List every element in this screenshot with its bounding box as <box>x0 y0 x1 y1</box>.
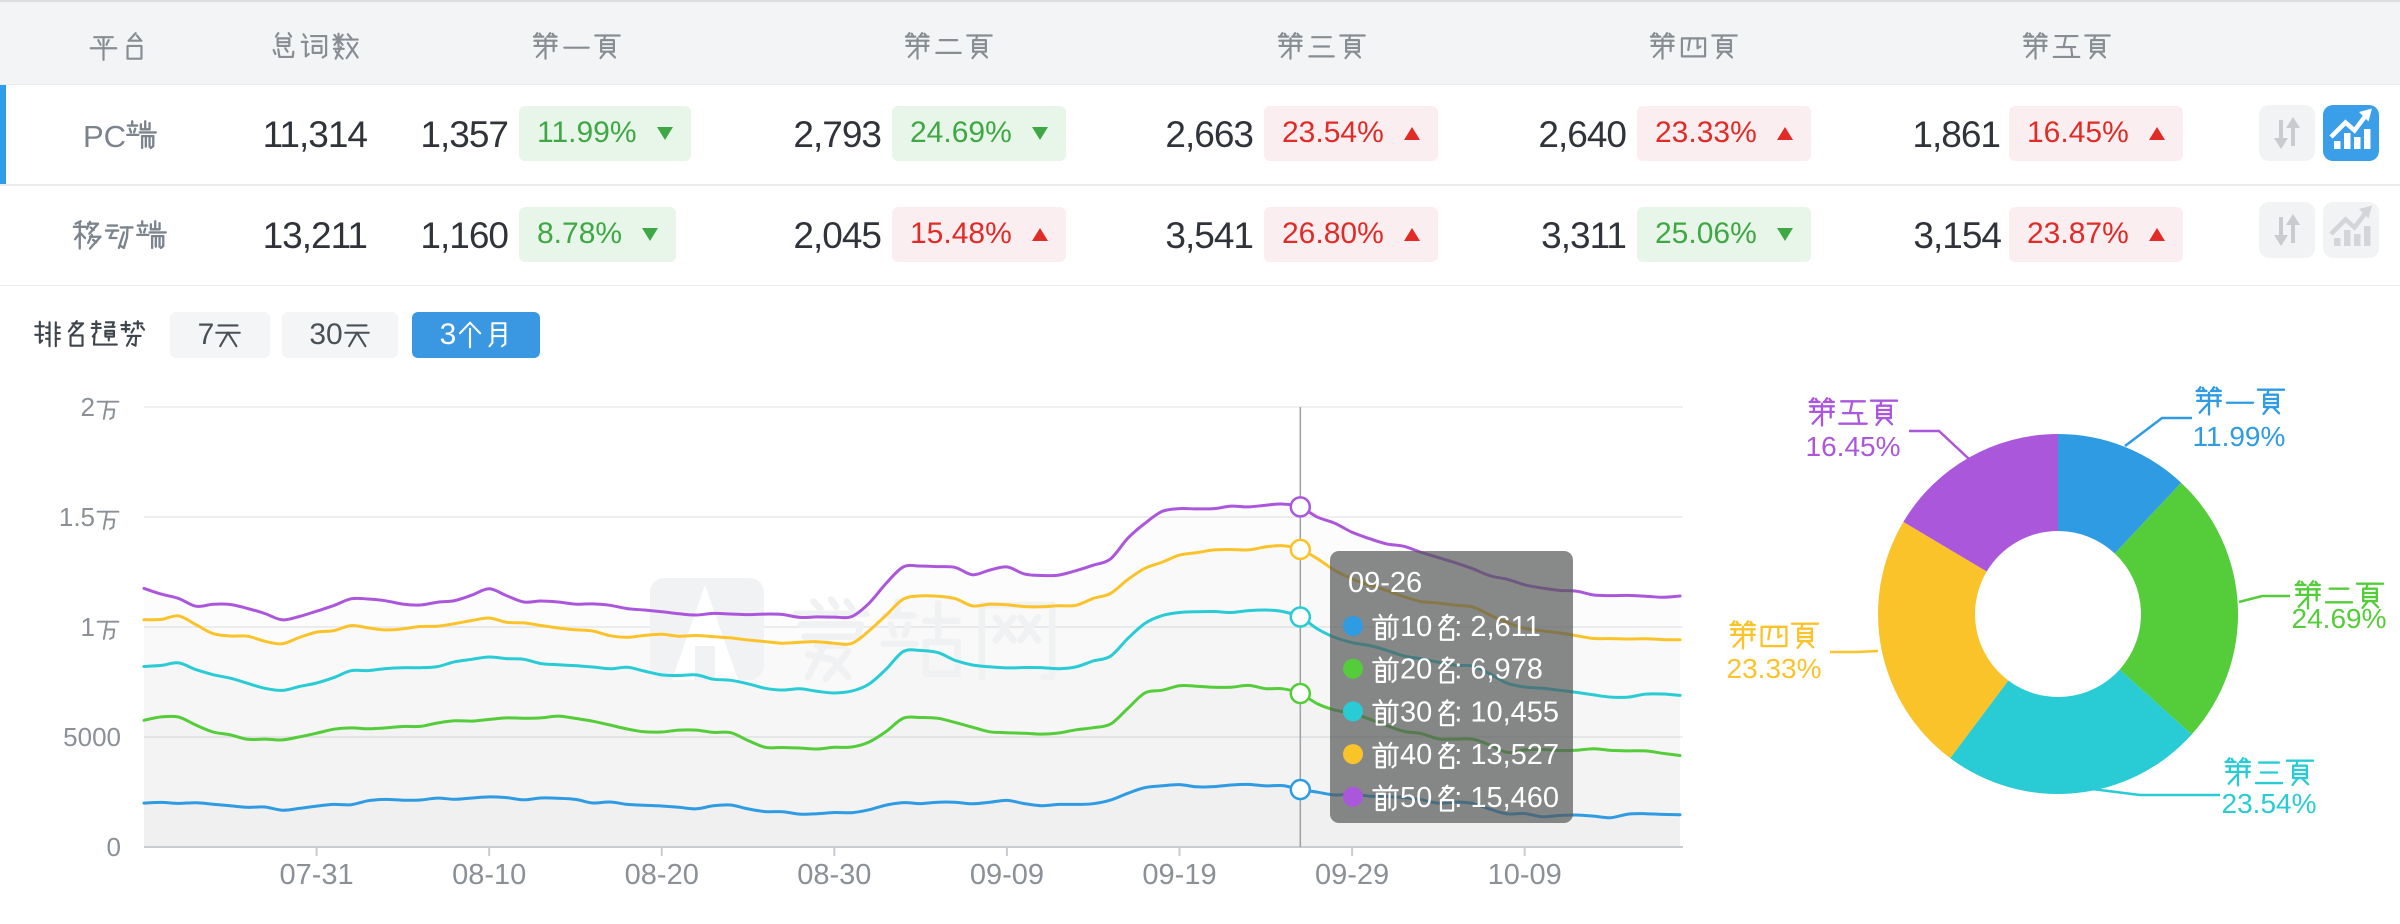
svg-text:1.5: 1.5 <box>59 502 95 532</box>
svg-text:11.99%: 11.99% <box>2193 421 2286 452</box>
svg-text:23.33%: 23.33% <box>1727 653 1822 684</box>
svg-text:50: 50 <box>1400 782 1432 814</box>
svg-text:09-09: 09-09 <box>970 859 1044 891</box>
svg-text:09-29: 09-29 <box>1315 859 1389 891</box>
svg-text:09-19: 09-19 <box>1142 859 1216 891</box>
svg-text:: 10,455: : 10,455 <box>1454 696 1559 728</box>
svg-text:30: 30 <box>1400 696 1432 728</box>
svg-text:08-30: 08-30 <box>797 859 871 891</box>
svg-text:10-09: 10-09 <box>1488 859 1562 891</box>
svg-text:20: 20 <box>1400 654 1432 686</box>
svg-text:40: 40 <box>1400 739 1432 771</box>
svg-text:5000: 5000 <box>63 722 121 752</box>
svg-text:09-26: 09-26 <box>1348 567 1422 599</box>
svg-text:10: 10 <box>1400 611 1432 643</box>
svg-text:: 15,460: : 15,460 <box>1454 782 1559 814</box>
svg-text:24.69%: 24.69% <box>2292 603 2387 634</box>
svg-text:: 6,978: : 6,978 <box>1454 654 1543 686</box>
svg-text:: 13,527: : 13,527 <box>1454 739 1559 771</box>
svg-text:23.54%: 23.54% <box>2222 788 2317 819</box>
svg-text:2: 2 <box>81 392 95 422</box>
svg-text:0: 0 <box>107 832 121 862</box>
svg-text:16.45%: 16.45% <box>1806 431 1901 462</box>
svg-text:07-31: 07-31 <box>280 859 354 891</box>
svg-text:: 2,611: : 2,611 <box>1454 611 1541 643</box>
svg-text:08-20: 08-20 <box>625 859 699 891</box>
svg-text:1: 1 <box>81 612 95 642</box>
svg-text:08-10: 08-10 <box>452 859 526 891</box>
